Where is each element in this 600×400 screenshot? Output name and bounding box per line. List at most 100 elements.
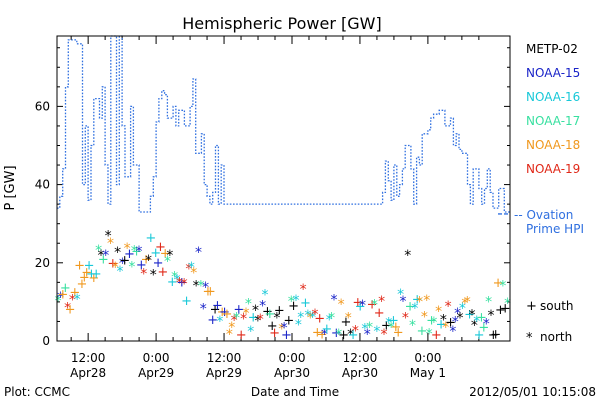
legend-entry: METP-02 <box>526 42 578 56</box>
data-point: * <box>426 327 433 343</box>
data-point: + <box>81 266 92 281</box>
data-point: * <box>468 308 475 324</box>
data-point: * <box>297 310 304 326</box>
legend-entry: NOAA-16 <box>526 90 580 104</box>
x-tick-label-date: May 1 <box>410 366 446 380</box>
data-point: * <box>228 320 235 336</box>
data-point: + <box>219 305 230 320</box>
data-point: + <box>426 314 437 329</box>
data-point: * <box>309 310 316 326</box>
data-point: * <box>288 294 295 310</box>
north-label: north <box>540 330 572 344</box>
data-point: + <box>264 307 275 322</box>
data-point: + <box>490 328 501 343</box>
data-point: * <box>445 299 452 315</box>
x-tick-label-date: Apr28 <box>70 366 106 380</box>
data-point: * <box>292 293 299 309</box>
y-tick-label: 40 <box>35 178 50 192</box>
x-tick-label-time: 12:00 <box>343 351 378 365</box>
data-point: + <box>436 318 447 333</box>
data-point: * <box>181 276 188 292</box>
data-point: * <box>145 253 152 269</box>
data-point: * <box>185 261 192 277</box>
data-point: * <box>114 245 121 261</box>
data-point: * <box>128 259 135 275</box>
data-point: * <box>421 310 428 326</box>
data-point: * <box>140 267 147 283</box>
data-point: * <box>233 310 240 326</box>
legend-entry: NOAA-18 <box>526 138 580 152</box>
data-point: + <box>217 305 228 320</box>
data-point: + <box>88 271 99 286</box>
data-point: * <box>347 327 354 343</box>
data-point: + <box>374 306 385 321</box>
x-tick-label-date: Apr30 <box>274 366 310 380</box>
data-point: + <box>267 319 278 334</box>
data-point: + <box>157 265 168 280</box>
y-tick-label: 0 <box>42 334 50 348</box>
data-point: * <box>273 310 280 326</box>
data-point: * <box>281 320 288 336</box>
legend: METP-02 NOAA-15 NOAA-16 NOAA-17 NOAA-18 NOAA-… <box>526 42 580 176</box>
data-point: + <box>495 303 506 318</box>
data-point: + <box>314 312 325 327</box>
plot-frame <box>56 35 511 342</box>
data-point: * <box>150 267 157 283</box>
data-point: + <box>131 244 142 259</box>
data-point: * <box>300 282 307 298</box>
data-point: * <box>240 311 247 327</box>
data-point: + <box>65 303 76 318</box>
data-point: * <box>361 322 368 338</box>
data-point: * <box>359 298 366 314</box>
data-point: + <box>340 315 351 330</box>
data-point: + <box>355 300 366 315</box>
x-ticks: 12:00Apr280:00Apr2912:00Apr290:00Apr3012… <box>70 36 480 380</box>
data-point: * <box>124 241 131 257</box>
data-point: * <box>278 321 285 337</box>
y-tick-label: 60 <box>35 99 50 113</box>
data-point: * <box>338 297 345 313</box>
legend-entry: NOAA-17 <box>526 114 580 128</box>
data-point: * <box>107 236 114 252</box>
data-points: **++*+*+*++++++++**+***+****+*+**+*+*+*+… <box>55 229 511 344</box>
data-point: + <box>74 259 85 274</box>
x-tick-label-date: Apr29 <box>206 366 242 380</box>
data-point: * <box>416 294 423 310</box>
data-point: * <box>404 248 411 264</box>
data-point: * <box>171 269 178 285</box>
data-point: * <box>430 315 437 331</box>
data-point: * <box>254 313 261 329</box>
legend-entry: NOAA-19 <box>526 162 580 176</box>
data-point: + <box>269 326 280 341</box>
data-point: + <box>321 322 332 337</box>
south-symbol: + <box>526 299 537 314</box>
ovation-line <box>57 35 510 213</box>
data-point: * <box>499 278 506 294</box>
data-point: * <box>352 324 359 340</box>
footer-center: Date and Time <box>251 385 339 399</box>
data-point: * <box>328 310 335 326</box>
x-tick-label-time: 0:00 <box>414 351 441 365</box>
data-point: * <box>409 318 416 334</box>
data-point: + <box>69 286 80 301</box>
ovation-label-1: -- Ovation <box>514 208 573 222</box>
data-point: * <box>321 327 328 343</box>
data-point: + <box>145 231 156 246</box>
footer-left: Plot: CCMC <box>4 385 70 399</box>
data-point: * <box>295 317 302 333</box>
data-point: * <box>471 318 478 334</box>
data-point: + <box>155 240 166 255</box>
data-point: * <box>452 315 459 331</box>
data-point: + <box>262 305 273 320</box>
data-point: + <box>338 328 349 343</box>
data-point: * <box>457 310 464 326</box>
data-point: * <box>335 327 342 343</box>
data-point: * <box>164 254 171 270</box>
data-point: * <box>243 306 250 322</box>
data-point: + <box>91 267 102 282</box>
data-point: + <box>348 328 359 343</box>
data-point: * <box>449 324 456 340</box>
data-point: + <box>98 253 109 268</box>
data-point: * <box>304 308 311 324</box>
